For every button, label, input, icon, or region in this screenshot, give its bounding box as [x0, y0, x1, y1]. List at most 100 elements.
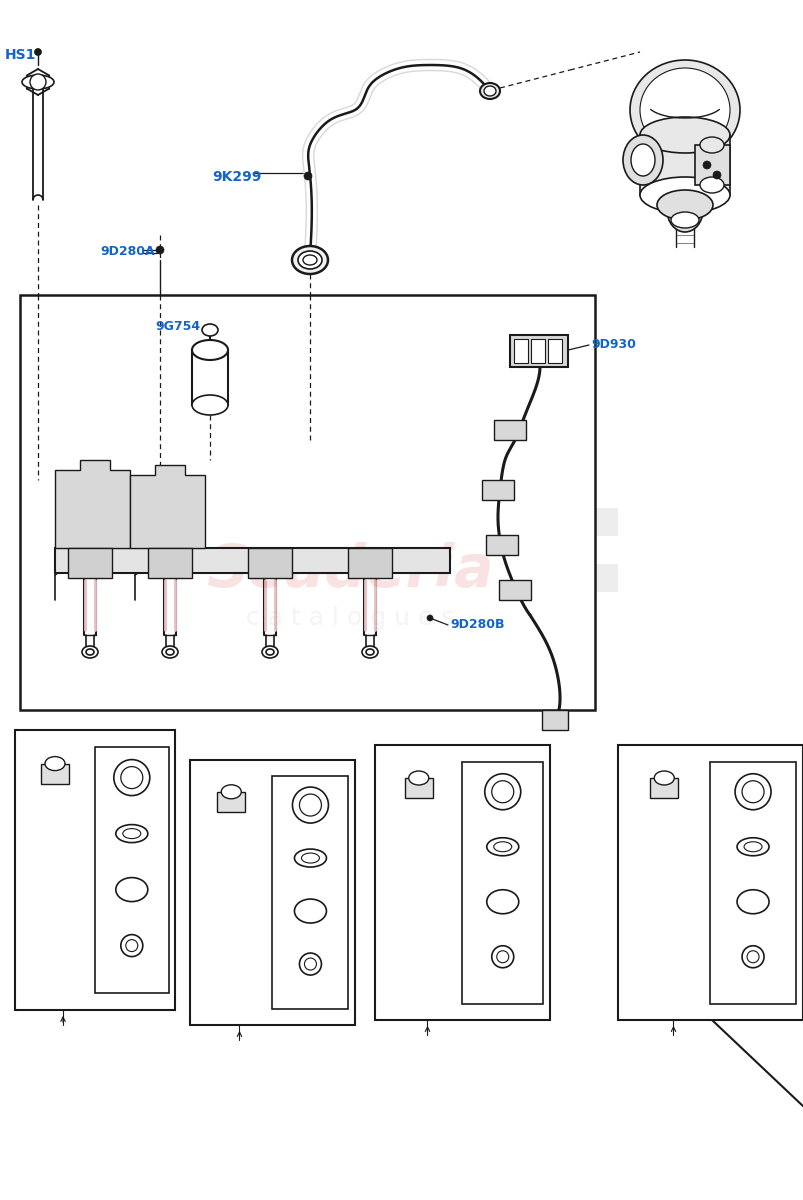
- Bar: [694, 145, 729, 185]
- Bar: [192, 350, 228, 404]
- Bar: [485, 535, 517, 554]
- Bar: [217, 792, 245, 811]
- Bar: [505, 508, 533, 536]
- Ellipse shape: [741, 946, 763, 967]
- Ellipse shape: [656, 190, 712, 220]
- Polygon shape: [55, 460, 130, 548]
- Ellipse shape: [120, 935, 143, 956]
- Ellipse shape: [699, 137, 723, 152]
- Text: 9T527: 9T527: [214, 895, 259, 908]
- Bar: [478, 536, 505, 564]
- Bar: [509, 335, 567, 367]
- Bar: [374, 745, 549, 1020]
- Ellipse shape: [554, 349, 560, 355]
- Bar: [533, 508, 561, 536]
- Ellipse shape: [654, 770, 674, 785]
- Bar: [513, 338, 528, 362]
- Bar: [55, 548, 450, 572]
- Ellipse shape: [666, 188, 702, 232]
- Ellipse shape: [639, 116, 729, 152]
- Bar: [561, 564, 589, 592]
- Bar: [404, 778, 432, 798]
- Bar: [41, 763, 69, 784]
- Bar: [533, 564, 561, 592]
- Ellipse shape: [671, 212, 698, 228]
- Ellipse shape: [479, 83, 499, 98]
- Ellipse shape: [299, 794, 321, 816]
- Text: 9D280B: 9D280B: [450, 618, 503, 631]
- Ellipse shape: [743, 841, 761, 852]
- Ellipse shape: [736, 889, 768, 913]
- Ellipse shape: [408, 770, 428, 785]
- Bar: [478, 592, 505, 620]
- Text: 9T527: 9T527: [30, 895, 73, 908]
- Ellipse shape: [699, 176, 723, 193]
- Ellipse shape: [491, 946, 513, 967]
- Bar: [493, 420, 525, 440]
- Bar: [505, 480, 533, 508]
- Ellipse shape: [622, 134, 662, 185]
- Bar: [450, 508, 478, 536]
- Ellipse shape: [22, 74, 54, 89]
- Ellipse shape: [294, 850, 326, 868]
- Ellipse shape: [299, 953, 321, 976]
- Ellipse shape: [639, 68, 729, 152]
- Text: 9G754: 9G754: [155, 320, 200, 332]
- Ellipse shape: [483, 86, 495, 96]
- Bar: [639, 134, 729, 194]
- Ellipse shape: [192, 340, 228, 360]
- Bar: [533, 592, 561, 620]
- Ellipse shape: [486, 889, 518, 913]
- Bar: [530, 338, 544, 362]
- Ellipse shape: [365, 649, 373, 655]
- Polygon shape: [130, 464, 205, 548]
- Text: Scuderia: Scuderia: [206, 541, 493, 599]
- Text: HS1: HS1: [5, 48, 36, 62]
- Ellipse shape: [266, 649, 274, 655]
- Ellipse shape: [630, 60, 739, 160]
- Bar: [650, 778, 678, 798]
- Bar: [450, 480, 478, 508]
- Bar: [589, 480, 618, 508]
- Text: 9H529: 9H529: [644, 943, 689, 956]
- Bar: [482, 480, 513, 500]
- Bar: [272, 776, 348, 1009]
- Bar: [505, 564, 533, 592]
- Ellipse shape: [630, 144, 654, 176]
- Bar: [533, 480, 561, 508]
- Ellipse shape: [361, 646, 377, 658]
- Bar: [589, 592, 618, 620]
- Ellipse shape: [426, 614, 433, 622]
- Bar: [478, 564, 505, 592]
- Ellipse shape: [157, 247, 163, 253]
- Ellipse shape: [161, 646, 177, 658]
- Ellipse shape: [741, 781, 763, 803]
- Text: 9D930: 9D930: [590, 338, 635, 350]
- Text: 9T527: 9T527: [659, 854, 703, 868]
- Ellipse shape: [202, 324, 218, 336]
- Bar: [548, 338, 561, 362]
- Ellipse shape: [304, 172, 312, 180]
- Bar: [450, 592, 478, 620]
- Bar: [589, 564, 618, 592]
- Ellipse shape: [156, 246, 164, 254]
- Ellipse shape: [484, 774, 520, 810]
- Ellipse shape: [120, 767, 143, 788]
- Bar: [710, 762, 795, 1003]
- Bar: [247, 548, 291, 578]
- Bar: [68, 548, 112, 578]
- Ellipse shape: [486, 838, 518, 856]
- Bar: [561, 508, 589, 536]
- Ellipse shape: [45, 756, 65, 770]
- Bar: [505, 536, 533, 564]
- Bar: [589, 508, 618, 536]
- Ellipse shape: [35, 48, 42, 55]
- Bar: [15, 730, 175, 1010]
- Bar: [450, 536, 478, 564]
- Bar: [478, 508, 505, 536]
- Ellipse shape: [192, 395, 228, 415]
- Text: 9K299: 9K299: [212, 170, 261, 184]
- Ellipse shape: [491, 781, 513, 803]
- Ellipse shape: [82, 646, 98, 658]
- Bar: [462, 762, 542, 1003]
